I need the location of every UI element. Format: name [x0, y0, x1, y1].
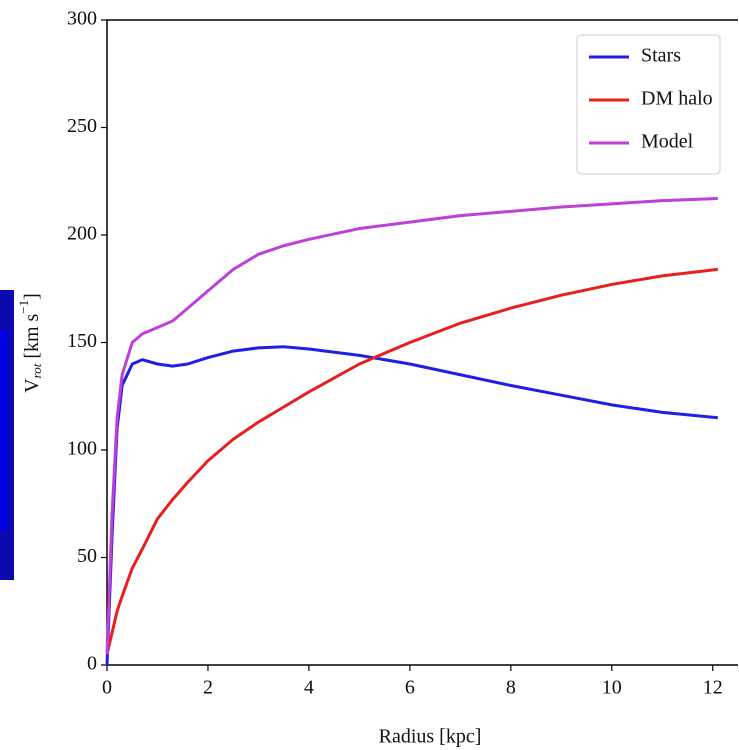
y-tick-label: 0 — [87, 653, 97, 675]
legend-label: Stars — [641, 45, 681, 67]
data-line — [105, 196, 718, 655]
data-line — [105, 267, 718, 655]
x-tick-label: 10 — [602, 677, 622, 699]
x-tick-label: 6 — [405, 677, 415, 699]
x-tick-label: 0 — [102, 677, 112, 699]
galaxy-image-fragment — [0, 330, 8, 530]
y-tick-label: 300 — [67, 8, 97, 30]
y-tick-label: 50 — [77, 545, 97, 567]
x-tick-label: 12 — [703, 677, 723, 699]
y-axis-label: Vrot [km s−1] — [16, 293, 44, 393]
x-tick-label: 2 — [203, 677, 213, 699]
legend-label: Model — [641, 131, 694, 153]
y-tick-label: 250 — [67, 115, 97, 137]
x-tick-label: 4 — [304, 677, 314, 699]
legend-box — [576, 34, 721, 175]
x-axis-label: Radius [kpc] — [379, 726, 482, 748]
x-tick-label: 8 — [506, 677, 516, 699]
y-tick-label: 100 — [67, 438, 97, 460]
data-line — [105, 345, 718, 666]
legend-label: DM halo — [641, 88, 713, 110]
y-tick-label: 200 — [67, 223, 97, 245]
y-tick-label: 150 — [67, 330, 97, 352]
